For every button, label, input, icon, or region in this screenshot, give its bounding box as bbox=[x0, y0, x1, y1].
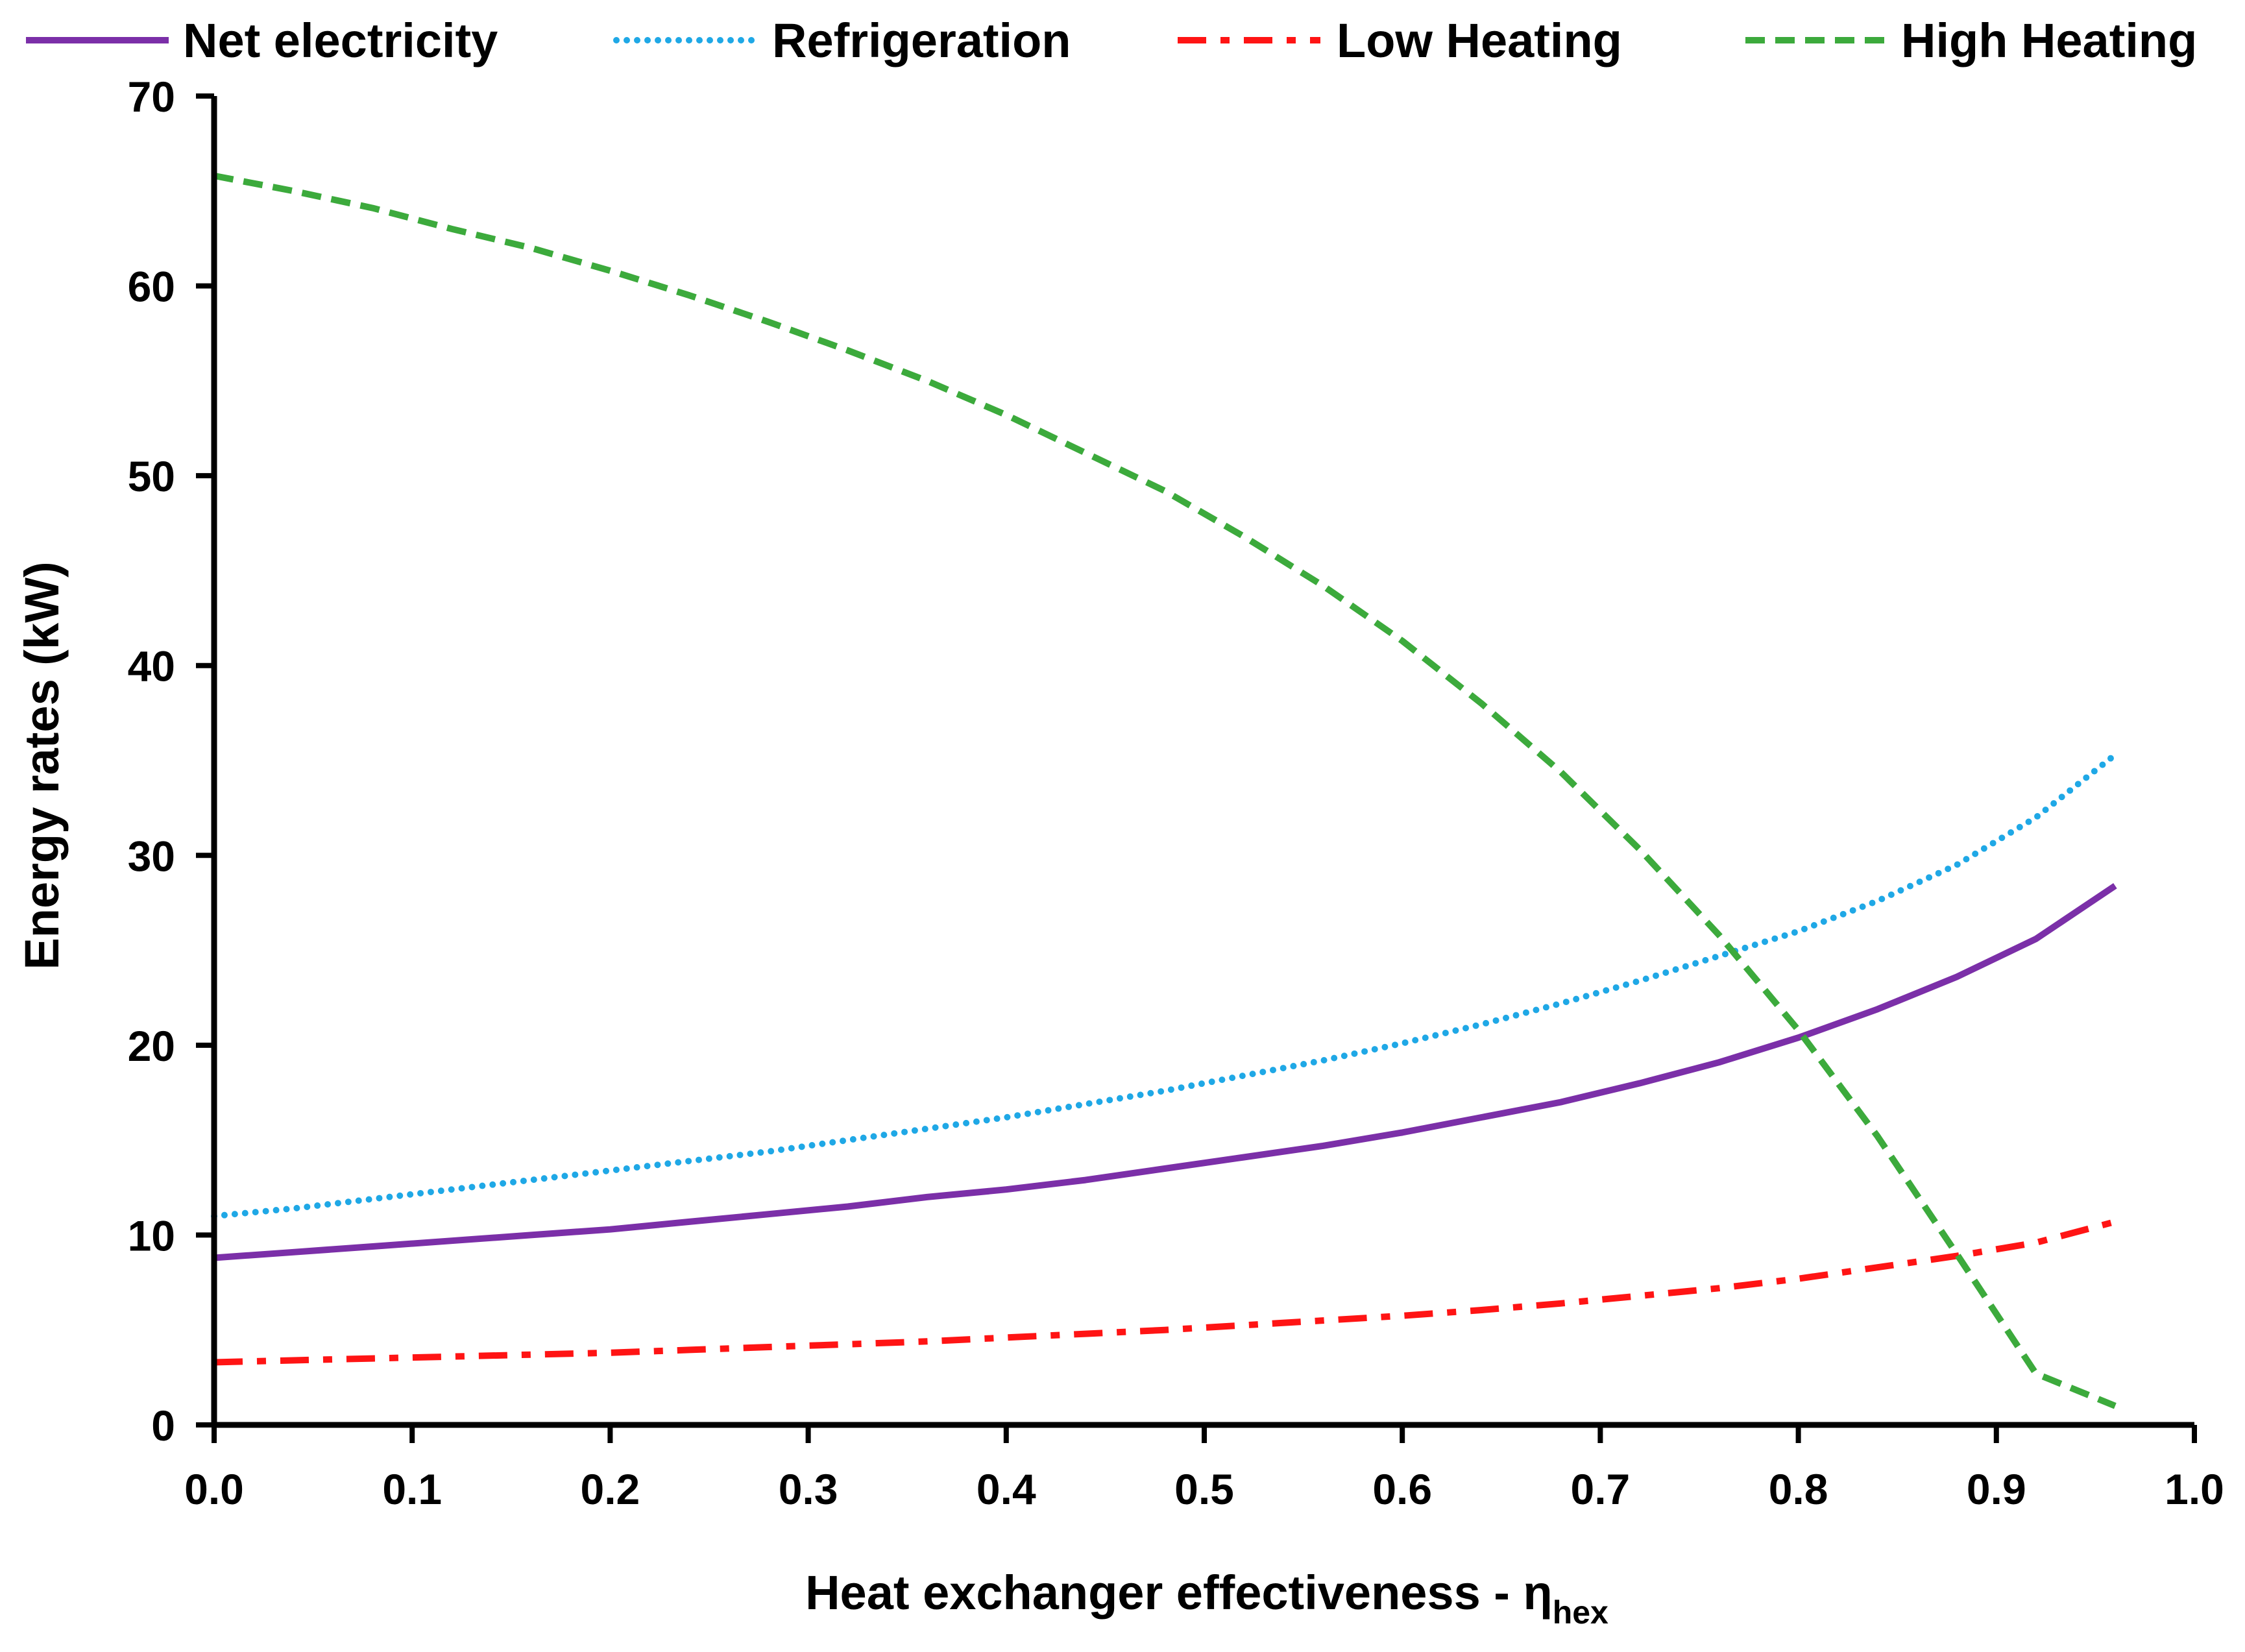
legend-label-low-heating: Low Heating bbox=[1337, 14, 1622, 67]
x-tick-label: 0.7 bbox=[1571, 1465, 1631, 1513]
y-tick-label: 40 bbox=[128, 642, 175, 690]
x-axis-title: Heat exchanger effectiveness - ηhex bbox=[805, 1566, 1608, 1631]
series-line-net-electricity bbox=[213, 882, 2117, 1261]
x-tick-label: 0.3 bbox=[779, 1465, 838, 1513]
x-tick-label: 0.5 bbox=[1174, 1465, 1234, 1513]
y-tick-label: 70 bbox=[128, 73, 175, 121]
legend-item-refrigeration: Refrigeration bbox=[613, 14, 1071, 67]
x-tick-label: 0.8 bbox=[1769, 1465, 1828, 1513]
x-tick-label: 0.2 bbox=[581, 1465, 640, 1513]
x-tick-label: 1.0 bbox=[2165, 1465, 2224, 1513]
x-tick-label: 0.1 bbox=[382, 1465, 442, 1513]
y-tick-label: 0 bbox=[151, 1402, 175, 1450]
x-tick-label: 0.0 bbox=[184, 1465, 244, 1513]
legend-label-high-heating: High Heating bbox=[1901, 14, 2197, 67]
series-layer bbox=[211, 172, 2118, 1409]
x-ticks: 0.0 0.1 0.2 0.3 0.4 0.5 0.6 0.7 0.8 0.9 1.0 bbox=[184, 1425, 2224, 1513]
axes bbox=[211, 96, 2194, 1428]
x-tick-label: 0.9 bbox=[1967, 1465, 2026, 1513]
y-tick-label: 10 bbox=[128, 1211, 175, 1259]
y-tick-label: 20 bbox=[128, 1022, 175, 1070]
legend: Net electricity Refrigeration Low Heating H… bbox=[26, 14, 2197, 67]
x-axis-title-subscript: hex bbox=[1553, 1594, 1608, 1631]
y-tick-label: 50 bbox=[128, 452, 175, 500]
y-tick-label: 60 bbox=[128, 263, 175, 311]
legend-label-refrigeration: Refrigeration bbox=[772, 14, 1071, 67]
y-ticks: 0 10 20 30 40 50 60 70 bbox=[128, 73, 214, 1450]
x-axis-title-main: Heat exchanger effectiveness - η bbox=[805, 1566, 1553, 1620]
legend-item-low-heating: Low Heating bbox=[1178, 14, 1622, 67]
x-tick-label: 0.4 bbox=[977, 1465, 1036, 1513]
legend-label-net-electricity: Net electricity bbox=[183, 14, 498, 67]
x-tick-label: 0.6 bbox=[1372, 1465, 1432, 1513]
y-axis-title: Energy rates (kW) bbox=[15, 561, 69, 969]
y-tick-label: 30 bbox=[128, 832, 175, 880]
legend-item-high-heating: High Heating bbox=[1745, 14, 2197, 67]
legend-item-net-electricity: Net electricity bbox=[26, 14, 498, 67]
series-line-high-heating bbox=[213, 172, 2117, 1409]
series-line-refrigeration bbox=[211, 751, 2118, 1220]
series-line-low-heating bbox=[213, 1219, 2117, 1366]
